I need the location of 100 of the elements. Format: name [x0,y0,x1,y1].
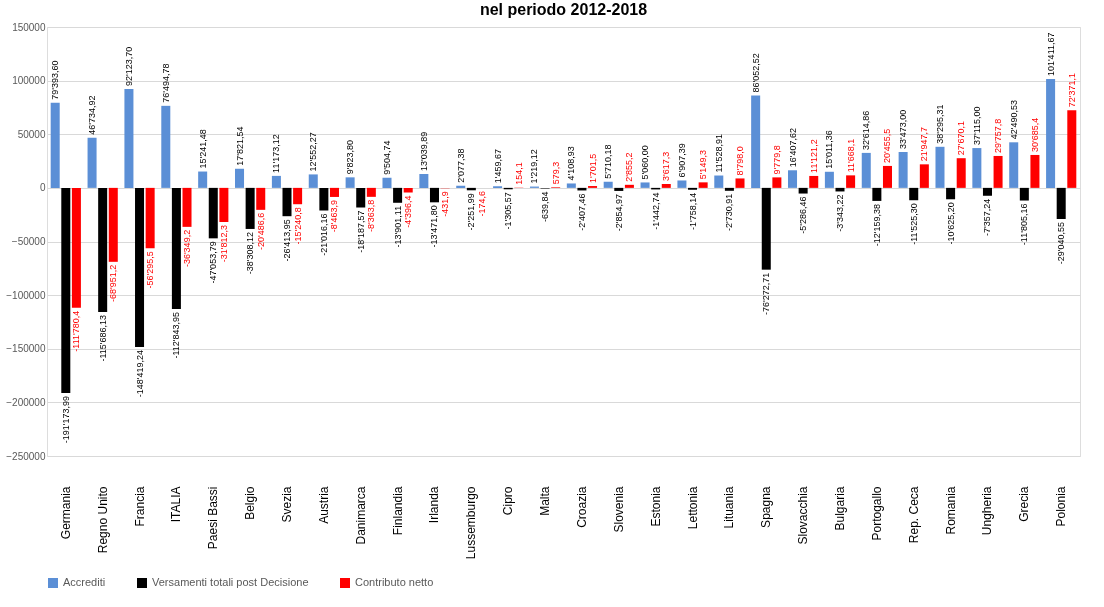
x-tick-label: Regno Unito [95,486,110,554]
data-label: 33'473,00 [898,109,909,149]
data-label: 37'115,00 [971,106,982,146]
data-label: -1'305,57 [503,192,514,230]
bar [872,187,882,201]
data-label: -15'240,8 [292,207,303,245]
bar [677,180,687,188]
bar [809,175,819,188]
data-label: 29'757,8 [993,118,1004,153]
data-label: -11'525,30 [908,203,919,245]
bar [1009,142,1019,188]
data-label: -4'396,4 [403,195,414,228]
y-tick-label: −200000 [6,396,46,408]
bar [403,187,413,193]
data-label: 5'060,00 [640,145,651,180]
data-label: 76'494,78 [160,63,171,103]
bar [319,187,329,211]
bar [98,187,108,312]
x-tick-label: Paesi Bassi [206,486,221,550]
data-label: -7'357,24 [982,198,993,237]
data-label: 5'149,3 [698,150,709,180]
data-label: -191'173,99 [60,395,71,444]
bar [640,182,650,188]
x-tick-label: Romania [943,486,958,535]
data-label: -112'843,95 [171,311,182,359]
x-tick-label: Lettonia [685,486,700,530]
x-tick-label: Bulgaria [833,486,847,531]
y-tick-label: 100000 [12,75,46,87]
bar [171,187,181,309]
x-tick-label: Estonia [648,486,663,527]
bar [87,137,97,188]
bar [909,187,919,201]
bar [219,187,229,222]
data-label: -8'463,9 [329,199,340,233]
data-label: 2'077,38 [455,148,466,183]
data-label: -12'159,38 [871,203,882,247]
x-tick-label: Polonia [1054,486,1069,527]
data-label: -2'854,97 [613,193,624,232]
bar [972,148,982,188]
data-label: -11'805,16 [1019,203,1030,246]
data-label: -31'812,3 [218,224,229,263]
data-label: 15'011,36 [824,130,835,169]
bar [1019,187,1029,201]
x-tick-label: Finlandia [390,486,405,536]
data-label: 42'490,53 [1008,100,1019,140]
bar [161,105,171,188]
data-label: -13'901,11 [392,205,403,248]
data-label: -18'187,57 [355,210,366,253]
bar [208,187,218,239]
chart-title: nel periodo 2012-2018 [479,1,648,18]
data-label: 6'907,39 [676,143,687,178]
bar [735,178,745,188]
bar [761,187,771,270]
x-tick-label: Danimarca [353,486,368,545]
bar [935,146,945,188]
data-label: 1'219,12 [529,149,540,184]
x-tick-label: Germania [58,486,73,540]
bar [698,182,708,188]
data-label: 30'685,4 [1029,117,1040,152]
data-label: -29'040,55 [1056,222,1067,265]
data-label: -1'758,14 [687,192,698,231]
data-label: -8'363,8 [366,199,377,233]
bar [751,95,761,188]
data-label: -56'295,5 [145,251,156,289]
data-label: 1'459,67 [492,149,503,184]
data-label: -2'407,46 [576,193,587,231]
x-tick-label: Irlanda [427,486,442,524]
bar [861,152,871,188]
bar [235,168,245,188]
bar [124,89,134,188]
bar [1067,110,1077,188]
data-label: 12'552,27 [308,132,319,172]
y-tick-label: 150000 [12,21,46,33]
bar [182,187,192,227]
bar [271,175,281,188]
bar [846,175,856,188]
bar [61,187,71,393]
x-tick-label: Ungheria [980,486,995,536]
data-label: -3'343,22 [835,194,845,232]
legend-label: Versamenti totali post Decisione [152,576,309,588]
x-tick-label: Portogallo [869,486,884,541]
data-label: 13'039,89 [418,131,429,171]
bar [419,173,429,188]
data-label: 79'393,60 [50,60,61,100]
y-tick-label: 50000 [17,128,46,140]
bar [788,170,798,188]
data-label: -10'625,20 [945,202,956,245]
data-label: 154,1 [513,162,524,185]
data-label: -174,6 [476,191,487,217]
x-tick-label: Austria [316,486,331,524]
bar [456,185,466,188]
bar [345,177,355,188]
data-label: 15'241,48 [197,129,208,169]
bar [1056,187,1066,220]
bar [245,187,255,229]
bar [329,187,339,197]
bar [956,158,966,188]
legend-label: Contributo netto [355,576,434,588]
x-tick-label: Lituania [722,486,737,529]
bar [624,184,634,188]
